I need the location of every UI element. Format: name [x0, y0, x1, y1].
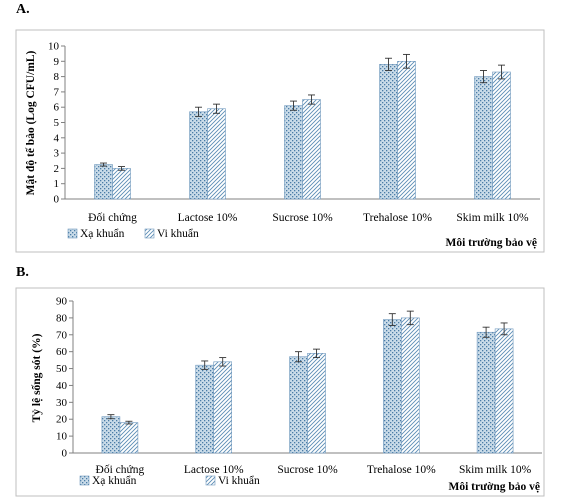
bar-vi-khuan	[112, 168, 131, 200]
bar-vi-khuan	[400, 317, 420, 454]
y-tick-label: 7	[54, 86, 60, 98]
y-tick-label: 40	[56, 380, 68, 392]
bar-xa-khuan	[284, 105, 303, 200]
y-tick-label: 4	[54, 132, 60, 144]
y-tick-label: 30	[56, 397, 68, 409]
bar-vi-khuan	[207, 108, 226, 200]
x-axis-label: Môi trường bảo vệ	[448, 481, 540, 493]
category-label: Lactose 10%	[184, 464, 244, 476]
y-tick-label: 50	[56, 363, 68, 375]
legend-swatch	[79, 475, 90, 486]
bar-vi-khuan	[307, 353, 326, 454]
category-label: Sucrose 10%	[277, 464, 338, 476]
bar-vi-khuan	[302, 99, 321, 200]
category-label: Sucrose 10%	[272, 212, 333, 224]
bar-vi-khuan	[119, 422, 139, 454]
panel-a-letter: A.	[16, 2, 30, 17]
bar-xa-khuan	[474, 76, 493, 200]
y-tick-label: 0	[54, 194, 60, 206]
bar-xa-khuan	[476, 331, 496, 454]
legend-label: Vi khuẩn	[157, 227, 199, 240]
bar-xa-khuan	[379, 64, 398, 200]
bar-xa-khuan	[195, 364, 214, 454]
y-tick-label: 3	[54, 148, 60, 160]
y-tick-label: 0	[62, 448, 68, 460]
category-label: Trehalose 10%	[367, 464, 436, 476]
bar-vi-khuan	[213, 361, 232, 454]
legend-label: Vi khuẩn	[218, 474, 260, 487]
chart-panel-1: 0 10 20 30 40 50 60 70 80 90 Tỷ lệ sống sót (%) Đối…	[15, 287, 545, 497]
y-axis-label: Mật độ tế bào (Log CFU/mL)	[24, 50, 37, 195]
category-label: Skim milk 10%	[459, 464, 532, 476]
y-tick-label: 10	[56, 431, 68, 443]
y-tick-label: 9	[54, 56, 60, 68]
legend-swatch	[144, 228, 155, 239]
y-tick-label: 90	[56, 296, 68, 308]
y-tick-label: 6	[54, 102, 60, 114]
bar-xa-khuan	[382, 319, 402, 454]
bar-xa-khuan	[189, 111, 208, 200]
y-axis-label: Tỷ lệ sống sót (%)	[30, 333, 43, 422]
x-axis-label: Môi trường bảo vệ	[445, 237, 537, 249]
y-tick-label: 70	[56, 329, 68, 341]
bar-vi-khuan	[492, 71, 511, 200]
y-tick-label: 10	[48, 41, 60, 53]
legend-swatch	[205, 475, 216, 486]
y-tick-label: 1	[54, 178, 60, 190]
y-tick-label: 20	[56, 414, 68, 426]
bar-vi-khuan	[397, 60, 416, 200]
bar-xa-khuan	[101, 416, 121, 454]
legend-swatch	[67, 228, 78, 239]
legend-label: Xạ khuẩn	[92, 474, 137, 487]
category-label: Lactose 10%	[178, 212, 238, 224]
y-tick-label: 80	[56, 312, 68, 324]
y-tick-label: 8	[54, 71, 60, 83]
bar-xa-khuan	[289, 356, 308, 454]
y-tick-label: 5	[54, 117, 60, 129]
category-label: Skim milk 10%	[456, 212, 529, 224]
y-tick-label: 60	[56, 346, 68, 358]
chart-frame	[15, 287, 545, 497]
category-label: Đối chứng	[96, 463, 145, 476]
bar-vi-khuan	[494, 328, 514, 454]
y-tick-label: 2	[54, 163, 60, 175]
chart-frame	[15, 29, 545, 253]
category-label: Đối chứng	[88, 211, 137, 224]
category-label: Trehalose 10%	[363, 212, 432, 224]
panel-b-letter: B.	[16, 265, 29, 280]
bar-xa-khuan	[94, 164, 113, 200]
chart-panel-0: 0 1 2 3 4 5 6 7 8 9 10 Mật độ tế bào (Log CFU/mL) Đố…	[15, 29, 545, 253]
legend-label: Xạ khuẩn	[80, 227, 125, 240]
